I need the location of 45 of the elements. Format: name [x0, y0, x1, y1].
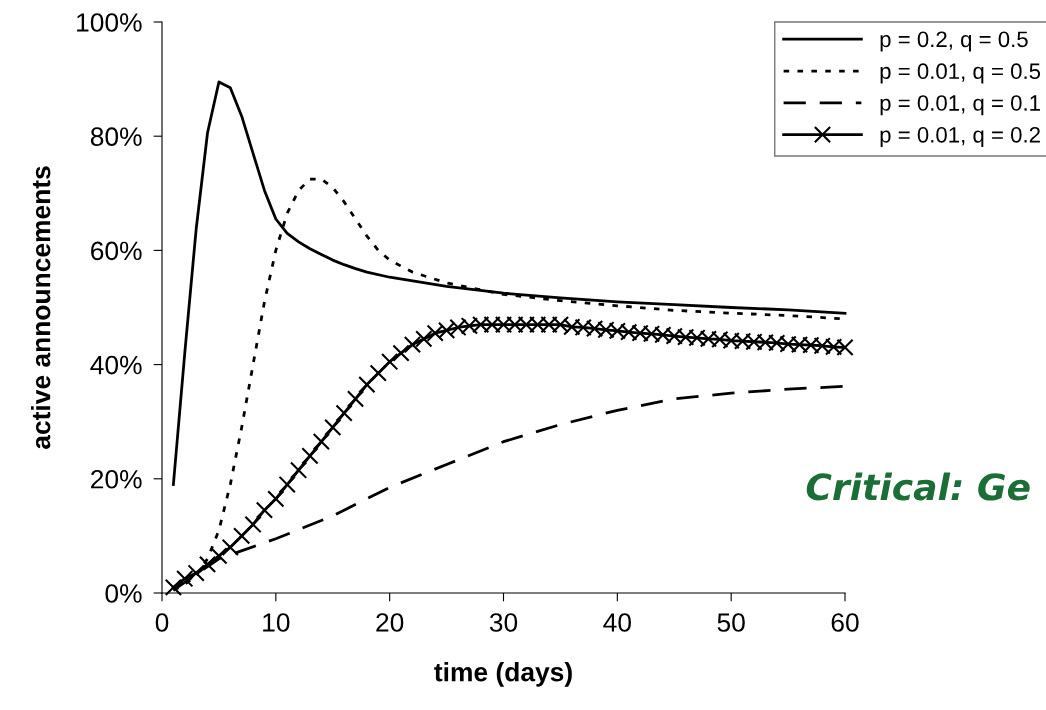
point: [358, 375, 376, 394]
y-tick-label: 60%: [91, 241, 142, 261]
point: [210, 547, 228, 565]
x-tick-label: 30: [489, 613, 518, 632]
point: [324, 418, 342, 437]
x-tick-label: 20: [376, 613, 404, 632]
point: [267, 490, 285, 508]
x-tick-label: 10: [263, 613, 290, 632]
point: [255, 501, 274, 519]
x-tick-label: 50: [717, 613, 745, 632]
point: [164, 578, 183, 596]
x-tick-label: 40: [603, 613, 631, 632]
legend-label: p = 0.01, q = 0.2: [880, 126, 1040, 148]
y-axis-title: active announcements: [31, 166, 51, 449]
point: [278, 475, 296, 494]
point: [244, 515, 262, 534]
legend-label: p = 0.01, q = 0.1: [880, 95, 1040, 116]
legend-label: p = 0.01, q = 0.5: [880, 63, 1041, 84]
y-tick-label: 40%: [90, 355, 142, 375]
legend-label: p = 0.2, q = 0.5: [880, 31, 1028, 52]
y-tick-label: 100%: [77, 13, 142, 32]
x-axis-title: time (days): [434, 662, 572, 687]
point: [221, 538, 239, 556]
point: [233, 527, 251, 545]
point: [346, 390, 365, 408]
y-tick-label: 20%: [91, 469, 142, 489]
point: [312, 433, 331, 451]
point: [403, 335, 422, 354]
annotation: Critical: Ge: [806, 472, 1030, 501]
point: [380, 353, 399, 371]
y-tick-label: 0%: [105, 584, 142, 603]
point: [198, 555, 217, 574]
y-tick-label: 80%: [90, 127, 142, 147]
point: [335, 404, 353, 422]
point: [369, 364, 387, 382]
point: [289, 461, 308, 479]
point: [187, 564, 205, 582]
point: [437, 321, 456, 340]
point: [415, 330, 433, 348]
point: [301, 447, 319, 465]
point: [449, 318, 467, 337]
x-tick-label: 60: [831, 613, 859, 632]
point: [426, 324, 444, 342]
point: [392, 344, 410, 362]
x-tick-label: 0: [155, 613, 169, 632]
